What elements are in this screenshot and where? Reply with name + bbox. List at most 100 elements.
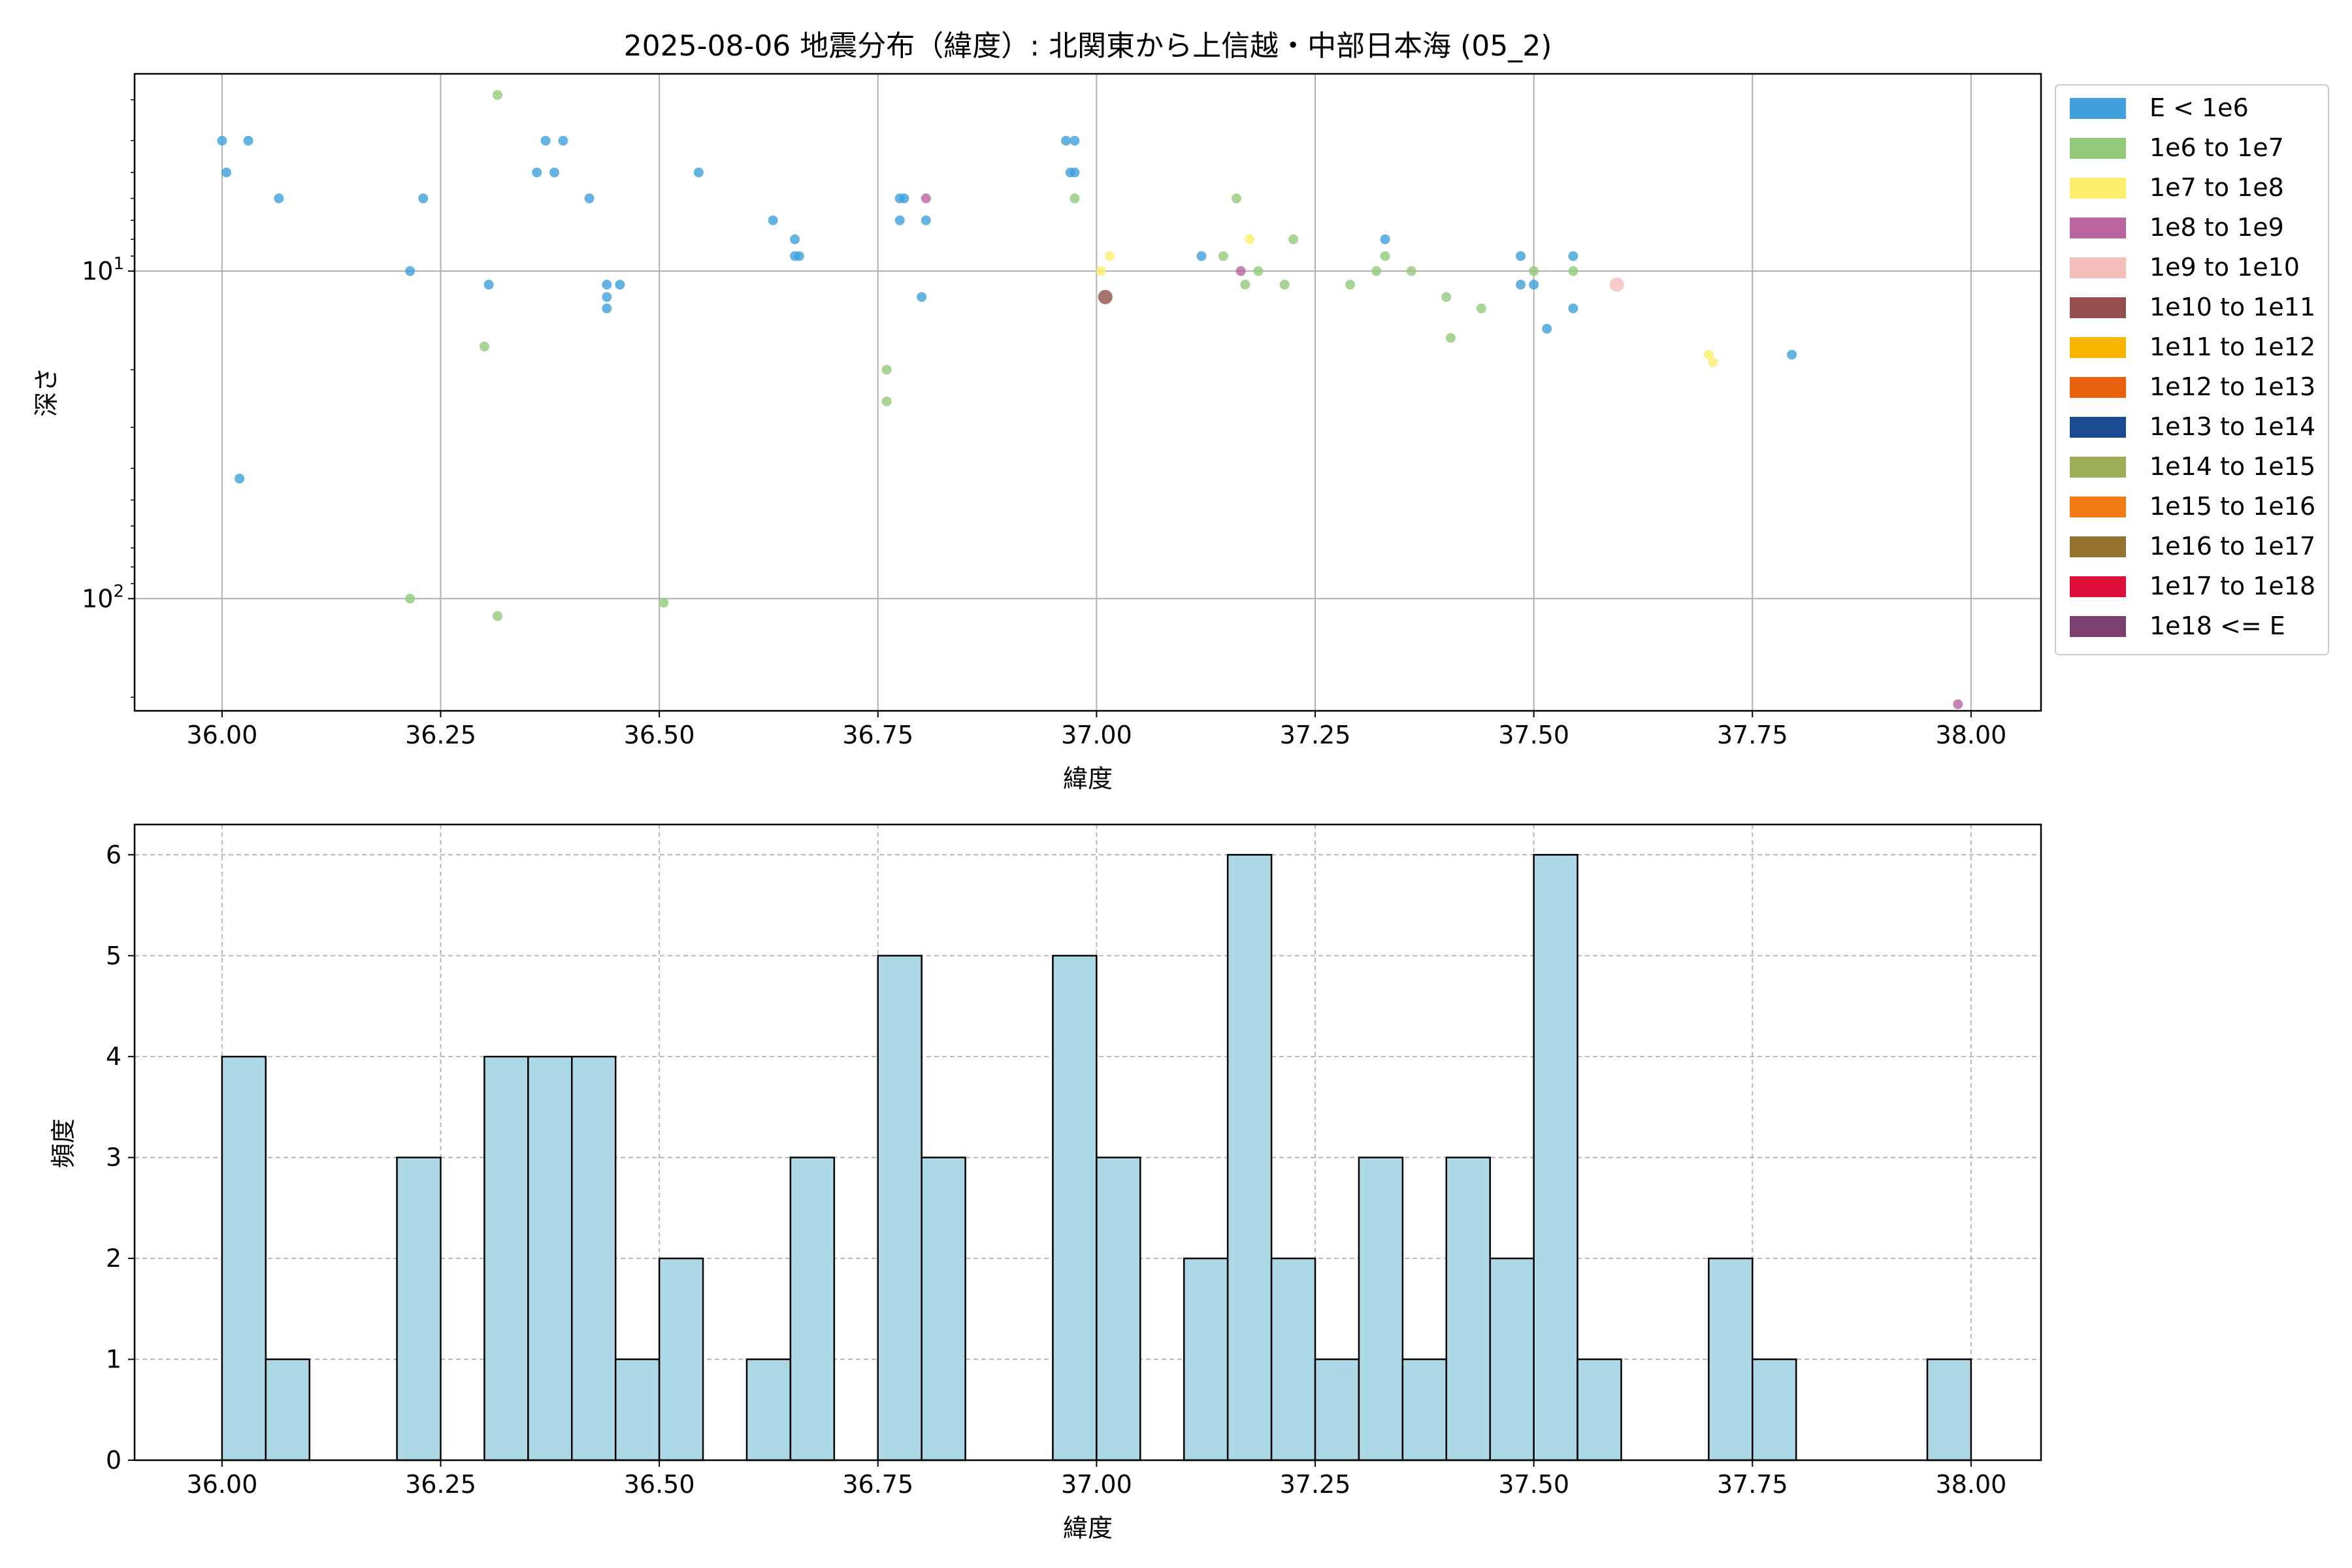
legend-swatch: [2070, 138, 2126, 159]
legend-frame: [2055, 84, 2329, 655]
scatter-point: [1445, 333, 1456, 343]
scatter-point: [602, 303, 612, 314]
histogram-y-ticks: 0 1 2 3 4 5 6: [106, 840, 135, 1475]
scatter-point: [405, 593, 416, 604]
scatter-point: [1380, 234, 1390, 244]
scatter-point: [615, 280, 625, 290]
scatter-point: [1568, 266, 1578, 276]
legend-label: E < 1e6: [2149, 93, 2249, 122]
legend-swatch: [2070, 178, 2126, 199]
scatter-point: [921, 193, 931, 204]
scatter-point: [881, 365, 892, 375]
scatter-point: [479, 341, 489, 351]
scatter-point: [899, 193, 909, 204]
scatter-axes-frame: [133, 73, 2042, 712]
scatter-point: [483, 280, 494, 290]
histogram-x-tick-label: 36.00: [186, 1470, 257, 1499]
histogram-bar: [265, 1358, 310, 1462]
scatter-point: [274, 193, 284, 204]
scatter-point: [1070, 193, 1080, 204]
scatter-point: [1232, 193, 1242, 204]
histogram-x-ticks: 36.00 36.25 36.50 36.75 37.00 37.25 37.50 37.75…: [186, 1460, 2006, 1499]
legend-swatch: [2070, 497, 2126, 517]
histogram-y-axis-label: 頻度: [49, 1119, 78, 1168]
scatter-point: [405, 266, 416, 276]
scatter-point: [532, 167, 542, 178]
scatter-x-ticks: 36.00 36.25 36.50 36.75 37.00 37.25 37.50 37.75…: [186, 711, 2006, 749]
scatter-y-tick-label: 101: [82, 254, 124, 286]
scatter-point: [1104, 251, 1115, 261]
scatter-x-tick-label: 38.00: [1936, 721, 2007, 749]
scatter-point: [1380, 251, 1390, 261]
scatter-point: [1218, 251, 1228, 261]
scatter-point: [1406, 266, 1416, 276]
histogram-y-tick-label: 4: [106, 1042, 122, 1071]
scatter-point: [881, 396, 892, 406]
scatter-point: [1098, 289, 1113, 304]
legend-label: 1e6 to 1e7: [2149, 133, 2284, 162]
scatter-point: [1516, 251, 1526, 261]
histogram-y-tick-label: 0: [106, 1446, 122, 1475]
histogram-y-tick-label: 1: [106, 1345, 122, 1374]
legend-label: 1e13 to 1e14: [2149, 412, 2315, 441]
scatter-point: [418, 193, 429, 204]
scatter-point: [217, 135, 227, 146]
chart-title: 2025-08-06 地震分布（緯度）: 北関東から上信越・中部日本海 (05_…: [624, 29, 1552, 63]
scatter-x-tick-label: 37.50: [1498, 721, 1569, 749]
legend-label: 1e12 to 1e13: [2149, 372, 2315, 401]
histogram-y-tick-label: 3: [106, 1143, 122, 1172]
histogram-bar: [1226, 854, 1273, 1462]
scatter-x-tick-label: 37.75: [1717, 721, 1788, 749]
scatter-point: [1096, 266, 1106, 276]
scatter-points: [217, 90, 1963, 710]
histogram-x-tick-label: 37.50: [1498, 1470, 1569, 1499]
scatter-y-ticks: 101 102: [82, 99, 135, 698]
histogram-bar: [1445, 1156, 1491, 1462]
histogram-bar: [1401, 1358, 1448, 1462]
histogram-panel: 36.00 36.25 36.50 36.75 37.00 37.25 37.50 37.75…: [49, 823, 2042, 1543]
scatter-point: [1476, 303, 1486, 314]
legend-swatch: [2070, 257, 2126, 278]
legend: E < 1e6 1e6 to 1e7 1e7 to 1e8 1e8 to 1e9 1e9…: [2055, 84, 2329, 655]
histogram-bar: [658, 1257, 704, 1462]
scatter-point: [1708, 357, 1718, 368]
histogram-bar: [221, 1055, 267, 1462]
scatter-x-tick-label: 36.50: [624, 721, 695, 749]
legend-swatch: [2070, 417, 2126, 438]
histogram-bar: [745, 1358, 792, 1462]
scatter-point: [1568, 303, 1578, 314]
scatter-x-axis-label: 緯度: [1063, 764, 1113, 793]
scatter-point: [1609, 277, 1624, 292]
histogram-bars: [221, 854, 1972, 1462]
histogram-x-tick-label: 36.25: [405, 1470, 476, 1499]
scatter-point: [917, 292, 927, 302]
scatter-y-axis-label: 深さ: [32, 367, 61, 417]
histogram-y-tick-label: 5: [106, 941, 122, 970]
legend-label: 1e7 to 1e8: [2149, 173, 2284, 202]
legend-label: 1e11 to 1e12: [2149, 333, 2315, 361]
scatter-point: [540, 135, 551, 146]
scatter-point: [894, 215, 905, 225]
scatter-point: [1253, 266, 1264, 276]
histogram-bar: [1358, 1156, 1404, 1462]
legend-swatch: [2070, 457, 2126, 478]
scatter-point: [1371, 266, 1382, 276]
scatter-point: [602, 292, 612, 302]
legend-swatch: [2070, 616, 2126, 637]
histogram-x-tick-label: 36.75: [842, 1470, 913, 1499]
histogram-bar: [614, 1358, 661, 1462]
histogram-x-tick-label: 38.00: [1936, 1470, 2007, 1499]
scatter-x-tick-label: 37.00: [1061, 721, 1132, 749]
histogram-bar: [789, 1156, 836, 1462]
histogram-bar: [1183, 1257, 1229, 1462]
histogram-y-tick-label: 2: [106, 1244, 122, 1273]
scatter-point: [1070, 135, 1080, 146]
legend-label: 1e18 <= E: [2149, 612, 2285, 640]
scatter-point: [549, 167, 559, 178]
scatter-point: [794, 251, 804, 261]
histogram-axes-frame: [133, 823, 2042, 1462]
scatter-point: [235, 474, 245, 484]
histogram-x-tick-label: 37.00: [1061, 1470, 1132, 1499]
scatter-point: [1279, 280, 1290, 290]
histogram-bar: [1270, 1257, 1316, 1462]
